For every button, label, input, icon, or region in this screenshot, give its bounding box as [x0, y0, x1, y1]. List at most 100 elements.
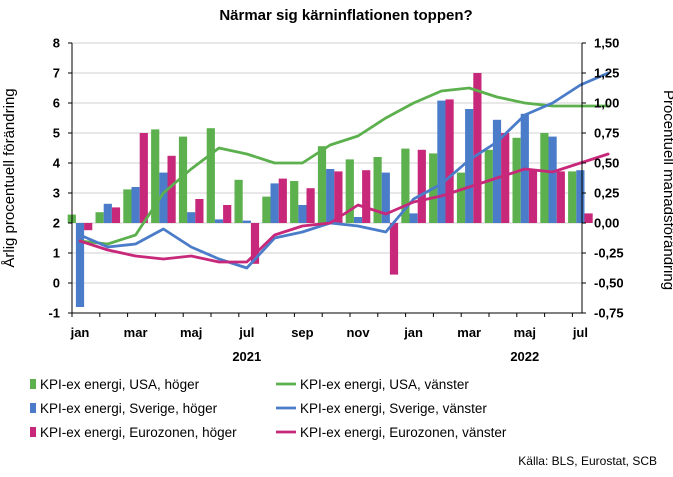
left-tick-label: 4 [53, 156, 61, 171]
bar-kpi-ex-energi-usa-h-ger [123, 189, 132, 223]
bar-kpi-ex-energi-sverige-h-ger [75, 223, 85, 307]
legend-label: KPI-ex energi, Sverige, höger [40, 401, 218, 416]
x-tick-label: jul [572, 325, 588, 340]
bar-kpi-ex-energi-usa-h-ger [262, 196, 271, 223]
x-tick-label: maj [180, 325, 202, 340]
left-tick-label: 5 [53, 126, 60, 141]
bar-kpi-ex-energi-eurozonen-h-ger [250, 223, 260, 264]
bar-kpi-ex-energi-sverige-h-ger [381, 172, 390, 223]
bar-kpi-ex-energi-eurozonen-h-ger [501, 133, 510, 223]
bar-kpi-ex-energi-usa-h-ger [206, 128, 215, 223]
bar-kpi-ex-energi-sverige-h-ger [187, 212, 196, 223]
legend-swatch [30, 403, 36, 413]
right-tick-label: -0,50 [594, 276, 624, 291]
bar-kpi-ex-energi-usa-h-ger [234, 179, 243, 223]
bar-kpi-ex-energi-eurozonen-h-ger [139, 133, 148, 223]
bar-kpi-ex-energi-sverige-h-ger [465, 109, 474, 223]
bar-kpi-ex-energi-usa-h-ger [568, 171, 577, 223]
bar-kpi-ex-energi-eurozonen-h-ger [84, 223, 93, 231]
bar-kpi-ex-energi-eurozonen-h-ger [306, 188, 315, 223]
right-tick-label: 1,25 [594, 66, 619, 81]
right-axis-label: Procentuell månadsförändring [660, 90, 673, 290]
legend-entry: KPI-ex energi, USA, vänster [276, 377, 469, 392]
source-note: Källa: BLS, Eurostat, SCB [518, 454, 657, 468]
bar-kpi-ex-energi-sverige-h-ger [214, 219, 224, 223]
bar-kpi-ex-energi-sverige-h-ger [159, 172, 168, 223]
bar-kpi-ex-energi-usa-h-ger [317, 146, 327, 223]
chart-title: Närmar sig kärninflationen toppen? [219, 7, 472, 24]
bar-kpi-ex-energi-usa-h-ger [401, 148, 410, 223]
legend-label: KPI-ex energi, Eurozonen, höger [40, 425, 237, 440]
bar-series-group [67, 73, 593, 307]
line-kpi-ex-energi-sverige-v-nster [78, 71, 610, 270]
left-tick-label: 0 [53, 276, 60, 291]
bar-kpi-ex-energi-sverige-h-ger [131, 187, 140, 223]
bar-kpi-ex-energi-eurozonen-h-ger [584, 213, 593, 223]
bar-kpi-ex-energi-eurozonen-h-ger [362, 170, 371, 223]
legend-entry: KPI-ex energi, Eurozonen, vänster [276, 425, 507, 440]
right-tick-label: 0,00 [594, 216, 619, 231]
bar-kpi-ex-energi-eurozonen-h-ger [556, 171, 565, 223]
legend-label: KPI-ex energi, Sverige, vänster [300, 401, 487, 416]
legend-entry: KPI-ex energi, Sverige, vänster [276, 401, 487, 416]
x-tick-label: jul [238, 325, 254, 340]
bar-kpi-ex-energi-sverige-h-ger [298, 205, 307, 223]
legend-entry: KPI-ex energi, Eurozonen, höger [30, 425, 237, 440]
x-tick-label: jan [70, 325, 90, 340]
bar-kpi-ex-energi-usa-h-ger [345, 159, 354, 223]
right-tick-label: -0,25 [594, 246, 624, 261]
left-tick-label: 8 [53, 36, 60, 51]
x-tick-label: maj [514, 325, 536, 340]
legend-entry: KPI-ex energi, USA, höger [30, 377, 200, 392]
legend-entry: KPI-ex energi, Sverige, höger [30, 401, 218, 416]
right-tick-label: -0,75 [594, 306, 624, 321]
year-label: 2022 [510, 349, 539, 364]
legend-label: KPI-ex energi, USA, vänster [300, 377, 469, 392]
bar-kpi-ex-energi-usa-h-ger [540, 133, 549, 223]
bar-kpi-ex-energi-eurozonen-h-ger [417, 149, 426, 223]
bar-kpi-ex-energi-sverige-h-ger [270, 183, 279, 223]
bar-kpi-ex-energi-sverige-h-ger [409, 213, 418, 223]
year-label: 2021 [232, 349, 261, 364]
bar-kpi-ex-energi-sverige-h-ger [492, 119, 502, 223]
left-tick-label: 7 [53, 66, 60, 81]
right-tick-label: 0,75 [594, 126, 619, 141]
bar-kpi-ex-energi-usa-h-ger [373, 157, 382, 223]
bar-kpi-ex-energi-eurozonen-h-ger [473, 73, 482, 223]
bar-kpi-ex-energi-usa-h-ger [178, 136, 188, 223]
legend-swatch [30, 379, 36, 389]
bar-kpi-ex-energi-usa-h-ger [290, 181, 299, 223]
legend-label: KPI-ex energi, USA, höger [40, 377, 200, 392]
bar-kpi-ex-energi-eurozonen-h-ger [445, 99, 454, 223]
bar-kpi-ex-energi-usa-h-ger [95, 212, 104, 223]
x-tick-label: mar [457, 325, 481, 340]
left-tick-label: 3 [53, 186, 60, 201]
left-tick-label: 2 [53, 216, 60, 231]
line-kpi-ex-energi-eurozonen-v-nster [78, 152, 610, 264]
left-tick-label: -1 [48, 306, 60, 321]
line-kpi-ex-energi-usa-v-nster [78, 86, 610, 246]
legend-swatch [30, 427, 36, 437]
bar-kpi-ex-energi-eurozonen-h-ger [111, 207, 121, 223]
bar-kpi-ex-energi-eurozonen-h-ger [528, 169, 538, 223]
right-tick-label: 0,50 [594, 156, 619, 171]
bar-kpi-ex-energi-eurozonen-h-ger [223, 205, 232, 223]
legend-label: KPI-ex energi, Eurozonen, vänster [300, 425, 507, 440]
x-tick-label: sep [291, 325, 313, 340]
legend: KPI-ex energi, USA, höger KPI-ex energi, … [30, 377, 507, 440]
x-tick-label: mar [124, 325, 148, 340]
bar-kpi-ex-energi-sverige-h-ger [437, 100, 446, 223]
bar-kpi-ex-energi-usa-h-ger [484, 149, 493, 223]
right-tick-label: 1,50 [594, 36, 619, 51]
right-tick-label: 1,00 [594, 96, 619, 111]
bar-kpi-ex-energi-sverige-h-ger [353, 217, 363, 223]
left-axis-label: Årlig procentuell förändring [1, 88, 18, 267]
bar-kpi-ex-energi-sverige-h-ger [103, 203, 112, 223]
bar-kpi-ex-energi-eurozonen-h-ger [167, 155, 176, 223]
left-tick-label: 1 [53, 246, 60, 261]
x-tick-label: nov [346, 325, 370, 340]
bar-kpi-ex-energi-sverige-h-ger [576, 170, 585, 223]
bar-kpi-ex-energi-sverige-h-ger [242, 220, 251, 223]
bar-kpi-ex-energi-usa-h-ger [512, 137, 521, 223]
